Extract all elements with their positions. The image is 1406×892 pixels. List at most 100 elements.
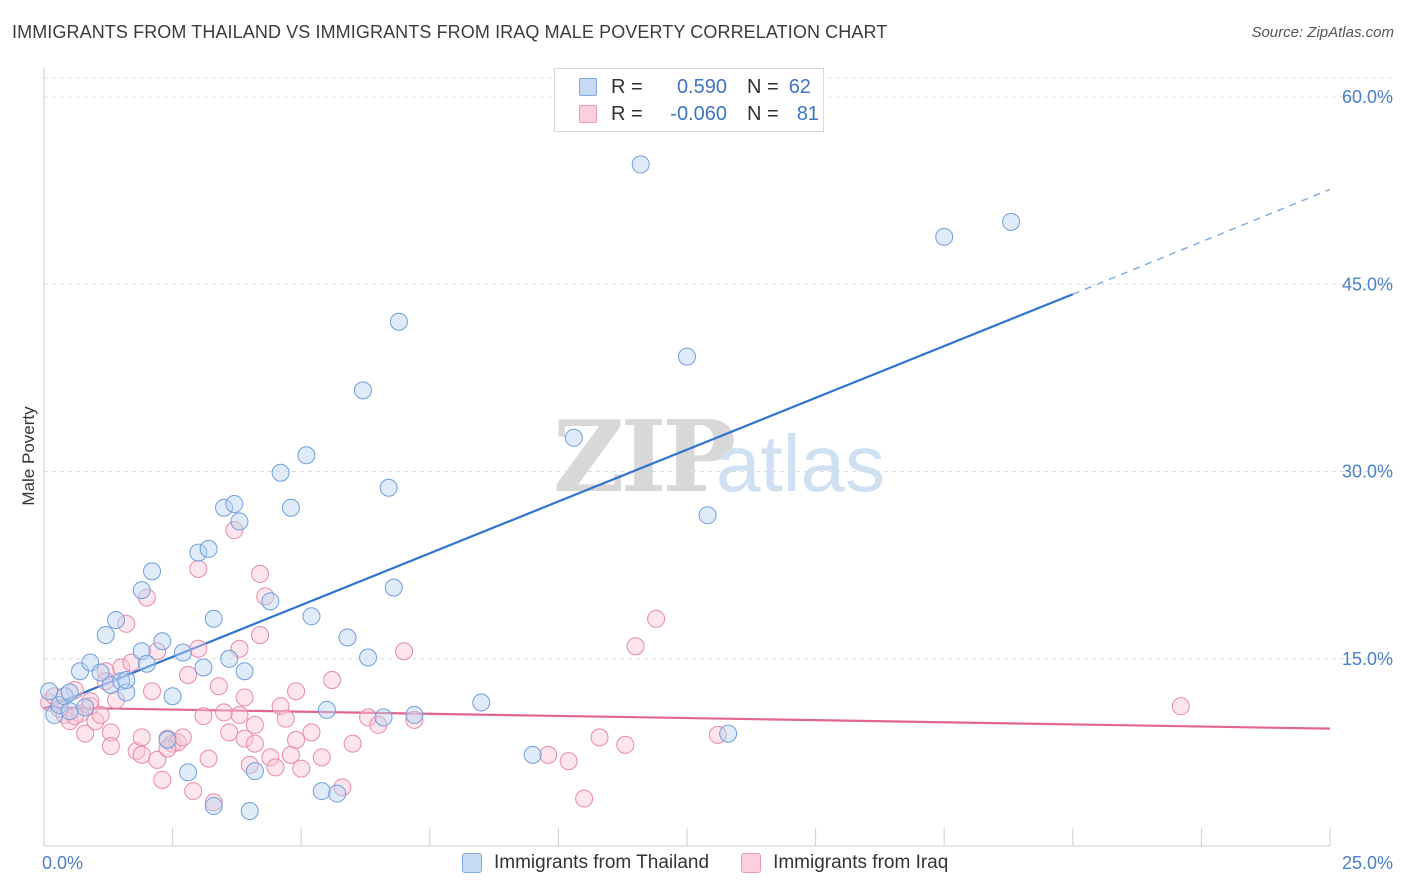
series-legend-iraq: Immigrants from Iraq	[741, 852, 948, 874]
thailand-point	[297, 446, 316, 465]
thailand-point	[215, 498, 234, 517]
legend-n-label: N =	[747, 102, 779, 125]
iraq-point	[626, 637, 645, 656]
legend-n-value: 81	[796, 102, 819, 125]
iraq-point	[101, 723, 120, 742]
thailand-point	[389, 312, 408, 331]
iraq-point	[168, 733, 187, 752]
thailand-point	[163, 687, 182, 706]
legend-r-label: R =	[611, 102, 643, 125]
legend-row-thailand: R = 0.590 N = 62	[579, 75, 811, 99]
thailand-point	[1002, 212, 1021, 231]
iraq-point	[251, 626, 270, 645]
thailand-point	[189, 543, 208, 562]
thailand-point	[564, 428, 583, 447]
thailand-point	[194, 658, 213, 677]
iraq-point	[199, 749, 218, 768]
thailand-point	[235, 662, 254, 681]
iraq-point	[189, 639, 208, 658]
iraq-point	[143, 682, 162, 701]
correlation-legend: R = 0.590 N = 62 R = -0.060 N = 81	[554, 68, 824, 132]
thailand-point	[230, 512, 249, 531]
legend-r-value: 0.590	[676, 75, 727, 98]
y-tick-label: 30.0%	[1342, 462, 1393, 482]
thailand-point	[281, 498, 300, 517]
thailand-point	[199, 539, 218, 558]
iraq-point	[153, 770, 172, 789]
iraq-point	[148, 642, 167, 661]
series-swatch-iraq	[741, 853, 762, 873]
iraq-point	[559, 752, 578, 771]
iraq-point	[647, 609, 666, 628]
thailand-point	[719, 724, 738, 743]
x-tick-label: 0.0%	[42, 853, 83, 873]
iraq-point	[215, 703, 234, 722]
series-label-iraq: Immigrants from Iraq	[773, 852, 949, 873]
thailand-point	[312, 782, 331, 801]
thailand-point	[158, 730, 177, 749]
iraq-point	[209, 677, 228, 696]
iraq-point	[395, 642, 414, 661]
iraq-point	[343, 734, 362, 753]
thailand-point	[245, 762, 264, 781]
series-swatch-thailand	[462, 853, 482, 873]
iraq-point	[65, 680, 84, 699]
tick-labels: 15.0% 30.0% 45.0% 60.0% 0.0% 25.0%	[42, 87, 1393, 873]
thailand-point	[225, 494, 244, 513]
iraq-trend-line	[43, 706, 1331, 730]
thailand-point	[45, 705, 64, 724]
iraq-point	[292, 759, 311, 778]
iraq-point	[245, 734, 264, 753]
thailand-point	[328, 784, 347, 803]
thailand-point	[240, 802, 259, 821]
iraq-point	[539, 745, 558, 764]
thailand-point	[117, 670, 136, 689]
thailand-point	[50, 695, 69, 714]
thailand-point	[317, 700, 336, 719]
thailand-point	[143, 562, 162, 581]
thailand-point	[173, 643, 192, 662]
chart-title: IMMIGRANTS FROM THAILAND VS IMMIGRANTS F…	[12, 22, 888, 42]
thailand-point	[40, 682, 59, 701]
thailand-point	[472, 693, 491, 712]
iraq-point	[245, 715, 264, 734]
iraq-point	[590, 728, 609, 747]
iraq-point	[148, 750, 167, 769]
iraq-point	[204, 793, 223, 812]
thailand-point	[132, 581, 151, 600]
thailand-point	[60, 702, 79, 721]
iraq-point	[122, 653, 141, 672]
iraq-point	[261, 748, 280, 767]
iraq-point	[117, 614, 136, 633]
watermark-atlas: atlas	[716, 419, 885, 508]
trend-lines	[43, 188, 1331, 730]
thailand-trend-line	[43, 293, 1074, 710]
iraq-point	[132, 728, 151, 747]
y-tick-label: 60.0%	[1342, 87, 1393, 107]
iraq-point	[323, 670, 342, 689]
thailand-point	[137, 654, 156, 673]
iraq-point	[251, 564, 270, 583]
iraq-point	[287, 730, 306, 749]
thailand-point	[153, 632, 172, 651]
data-points	[40, 155, 1190, 821]
thailand-point	[353, 381, 372, 400]
series-legend: Immigrants from Thailand Immigrants from…	[462, 852, 980, 874]
axes	[43, 68, 1331, 847]
iraq-point	[220, 723, 239, 742]
thailand-point	[220, 649, 239, 668]
source-label: Source: ZipAtlas.com	[1251, 24, 1394, 41]
legend-row-iraq: R = -0.060 N = 81	[579, 102, 819, 126]
thailand-point	[678, 347, 696, 366]
iraq-point	[173, 728, 192, 747]
thailand-point	[179, 763, 198, 782]
thailand-point	[76, 698, 95, 717]
iraq-point	[1171, 697, 1190, 716]
iraq-point	[302, 723, 321, 742]
y-axis-label: Male Poverty	[19, 406, 38, 506]
legend-n-value: 62	[788, 75, 811, 98]
thailand-point	[204, 609, 223, 628]
iraq-point	[194, 707, 213, 726]
iraq-point	[266, 758, 285, 777]
